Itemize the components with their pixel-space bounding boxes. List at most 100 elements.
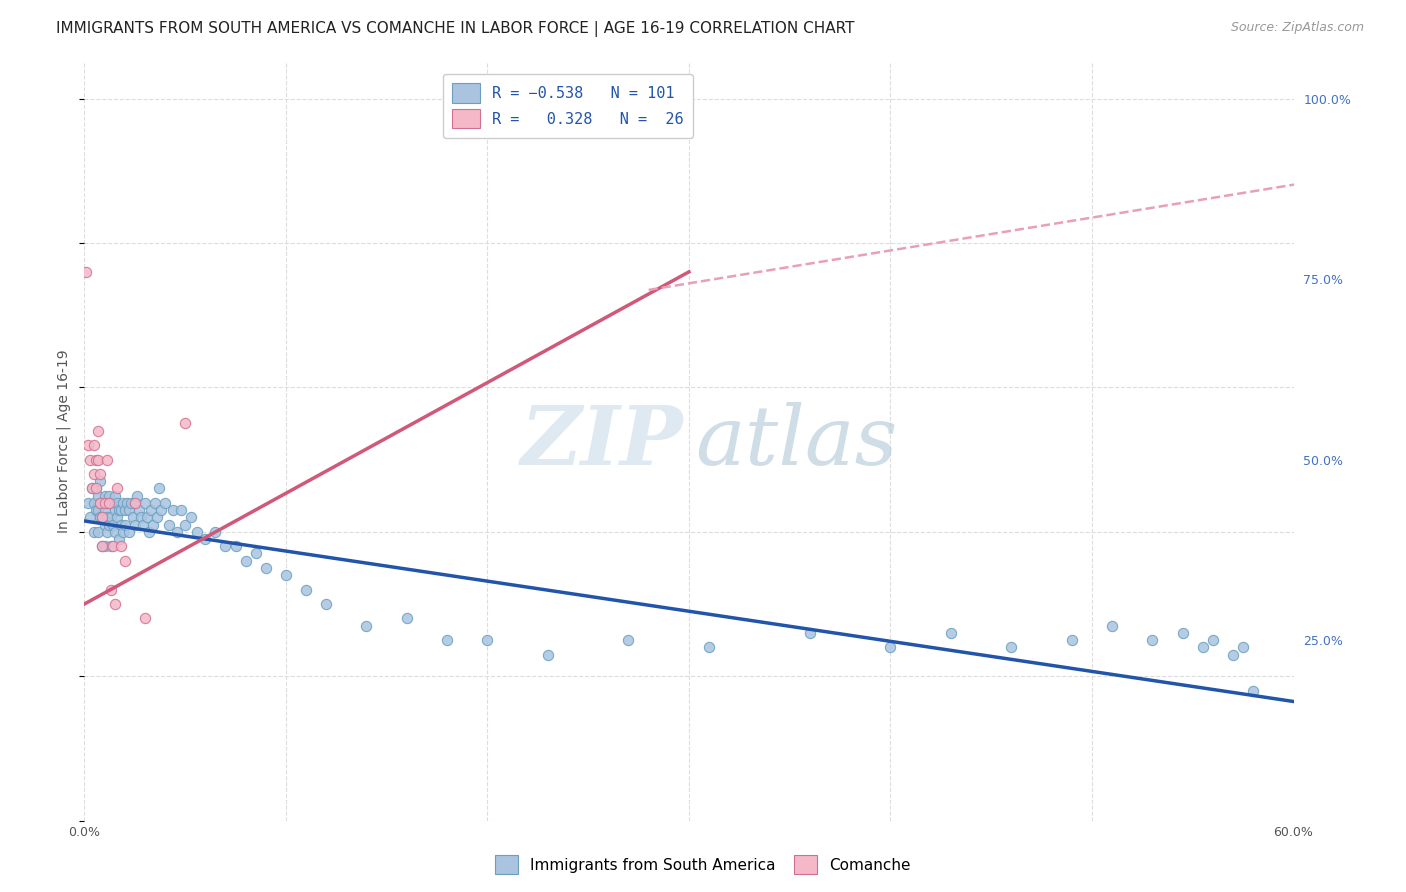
Point — [114, 517, 136, 532]
Point — [135, 510, 157, 524]
Point — [138, 524, 160, 539]
Point — [134, 611, 156, 625]
Point — [1202, 633, 1225, 648]
Point — [166, 524, 188, 539]
Point — [118, 524, 141, 539]
Point — [87, 489, 110, 503]
Point — [97, 517, 120, 532]
Point — [697, 640, 720, 655]
Point — [96, 510, 118, 524]
Point — [1060, 633, 1083, 648]
Point — [121, 510, 143, 524]
Point — [87, 503, 110, 517]
Point — [142, 517, 165, 532]
Point — [87, 452, 110, 467]
Point — [83, 496, 105, 510]
Point — [100, 539, 122, 553]
Point — [153, 496, 176, 510]
Point — [91, 510, 114, 524]
Point — [879, 640, 901, 655]
Point — [105, 482, 128, 496]
Point — [225, 539, 247, 553]
Point — [214, 539, 236, 553]
Point — [93, 539, 115, 553]
Point — [1222, 648, 1244, 662]
Point — [79, 452, 101, 467]
Point — [101, 517, 124, 532]
Point — [129, 510, 152, 524]
Point — [104, 489, 127, 503]
Point — [75, 265, 97, 279]
Point — [89, 496, 111, 510]
Point — [96, 452, 118, 467]
Point — [170, 503, 193, 517]
Point — [83, 438, 105, 452]
Point — [107, 532, 129, 546]
Point — [295, 582, 318, 597]
Point — [89, 510, 111, 524]
Point — [111, 524, 134, 539]
Text: Source: ZipAtlas.com: Source: ZipAtlas.com — [1230, 21, 1364, 35]
Point — [115, 496, 138, 510]
Point — [617, 633, 640, 648]
Point — [1142, 633, 1164, 648]
Point — [1000, 640, 1022, 655]
Point — [89, 467, 111, 481]
Point — [79, 510, 101, 524]
Point — [120, 496, 142, 510]
Point — [537, 648, 560, 662]
Point — [105, 510, 128, 524]
Point — [97, 489, 120, 503]
Point — [110, 539, 132, 553]
Point — [101, 539, 124, 553]
Point — [204, 524, 226, 539]
Point — [86, 482, 108, 496]
Point — [100, 496, 122, 510]
Point — [1171, 626, 1194, 640]
Point — [91, 496, 114, 510]
Point — [104, 503, 127, 517]
Point — [143, 496, 166, 510]
Point — [146, 510, 169, 524]
Point — [105, 496, 128, 510]
Text: IMMIGRANTS FROM SOUTH AMERICA VS COMANCHE IN LABOR FORCE | AGE 16-19 CORRELATION: IMMIGRANTS FROM SOUTH AMERICA VS COMANCH… — [56, 21, 855, 37]
Point — [96, 524, 118, 539]
Point — [395, 611, 418, 625]
Point — [939, 626, 962, 640]
Point — [83, 524, 105, 539]
Point — [436, 633, 458, 648]
Point — [148, 482, 170, 496]
Y-axis label: In Labor Force | Age 16-19: In Labor Force | Age 16-19 — [56, 350, 72, 533]
Point — [139, 503, 162, 517]
Point — [110, 503, 132, 517]
Legend: R = −0.538   N = 101, R =   0.328   N =  26: R = −0.538 N = 101, R = 0.328 N = 26 — [443, 74, 693, 137]
Point — [162, 503, 184, 517]
Point — [86, 452, 108, 467]
Point — [114, 554, 136, 568]
Point — [174, 517, 197, 532]
Point — [128, 503, 150, 517]
Point — [89, 475, 111, 489]
Point — [104, 597, 127, 611]
Point — [110, 517, 132, 532]
Point — [477, 633, 499, 648]
Point — [77, 496, 100, 510]
Point — [235, 554, 257, 568]
Point — [91, 539, 114, 553]
Point — [180, 510, 202, 524]
Point — [254, 561, 277, 575]
Point — [114, 503, 136, 517]
Point — [93, 517, 115, 532]
Point — [186, 524, 208, 539]
Point — [93, 489, 115, 503]
Point — [87, 424, 110, 438]
Point — [118, 503, 141, 517]
Point — [86, 482, 108, 496]
Point — [1192, 640, 1215, 655]
Point — [124, 517, 146, 532]
Point — [1241, 683, 1264, 698]
Point — [149, 503, 172, 517]
Point — [274, 568, 297, 582]
Point — [83, 467, 105, 481]
Point — [96, 496, 118, 510]
